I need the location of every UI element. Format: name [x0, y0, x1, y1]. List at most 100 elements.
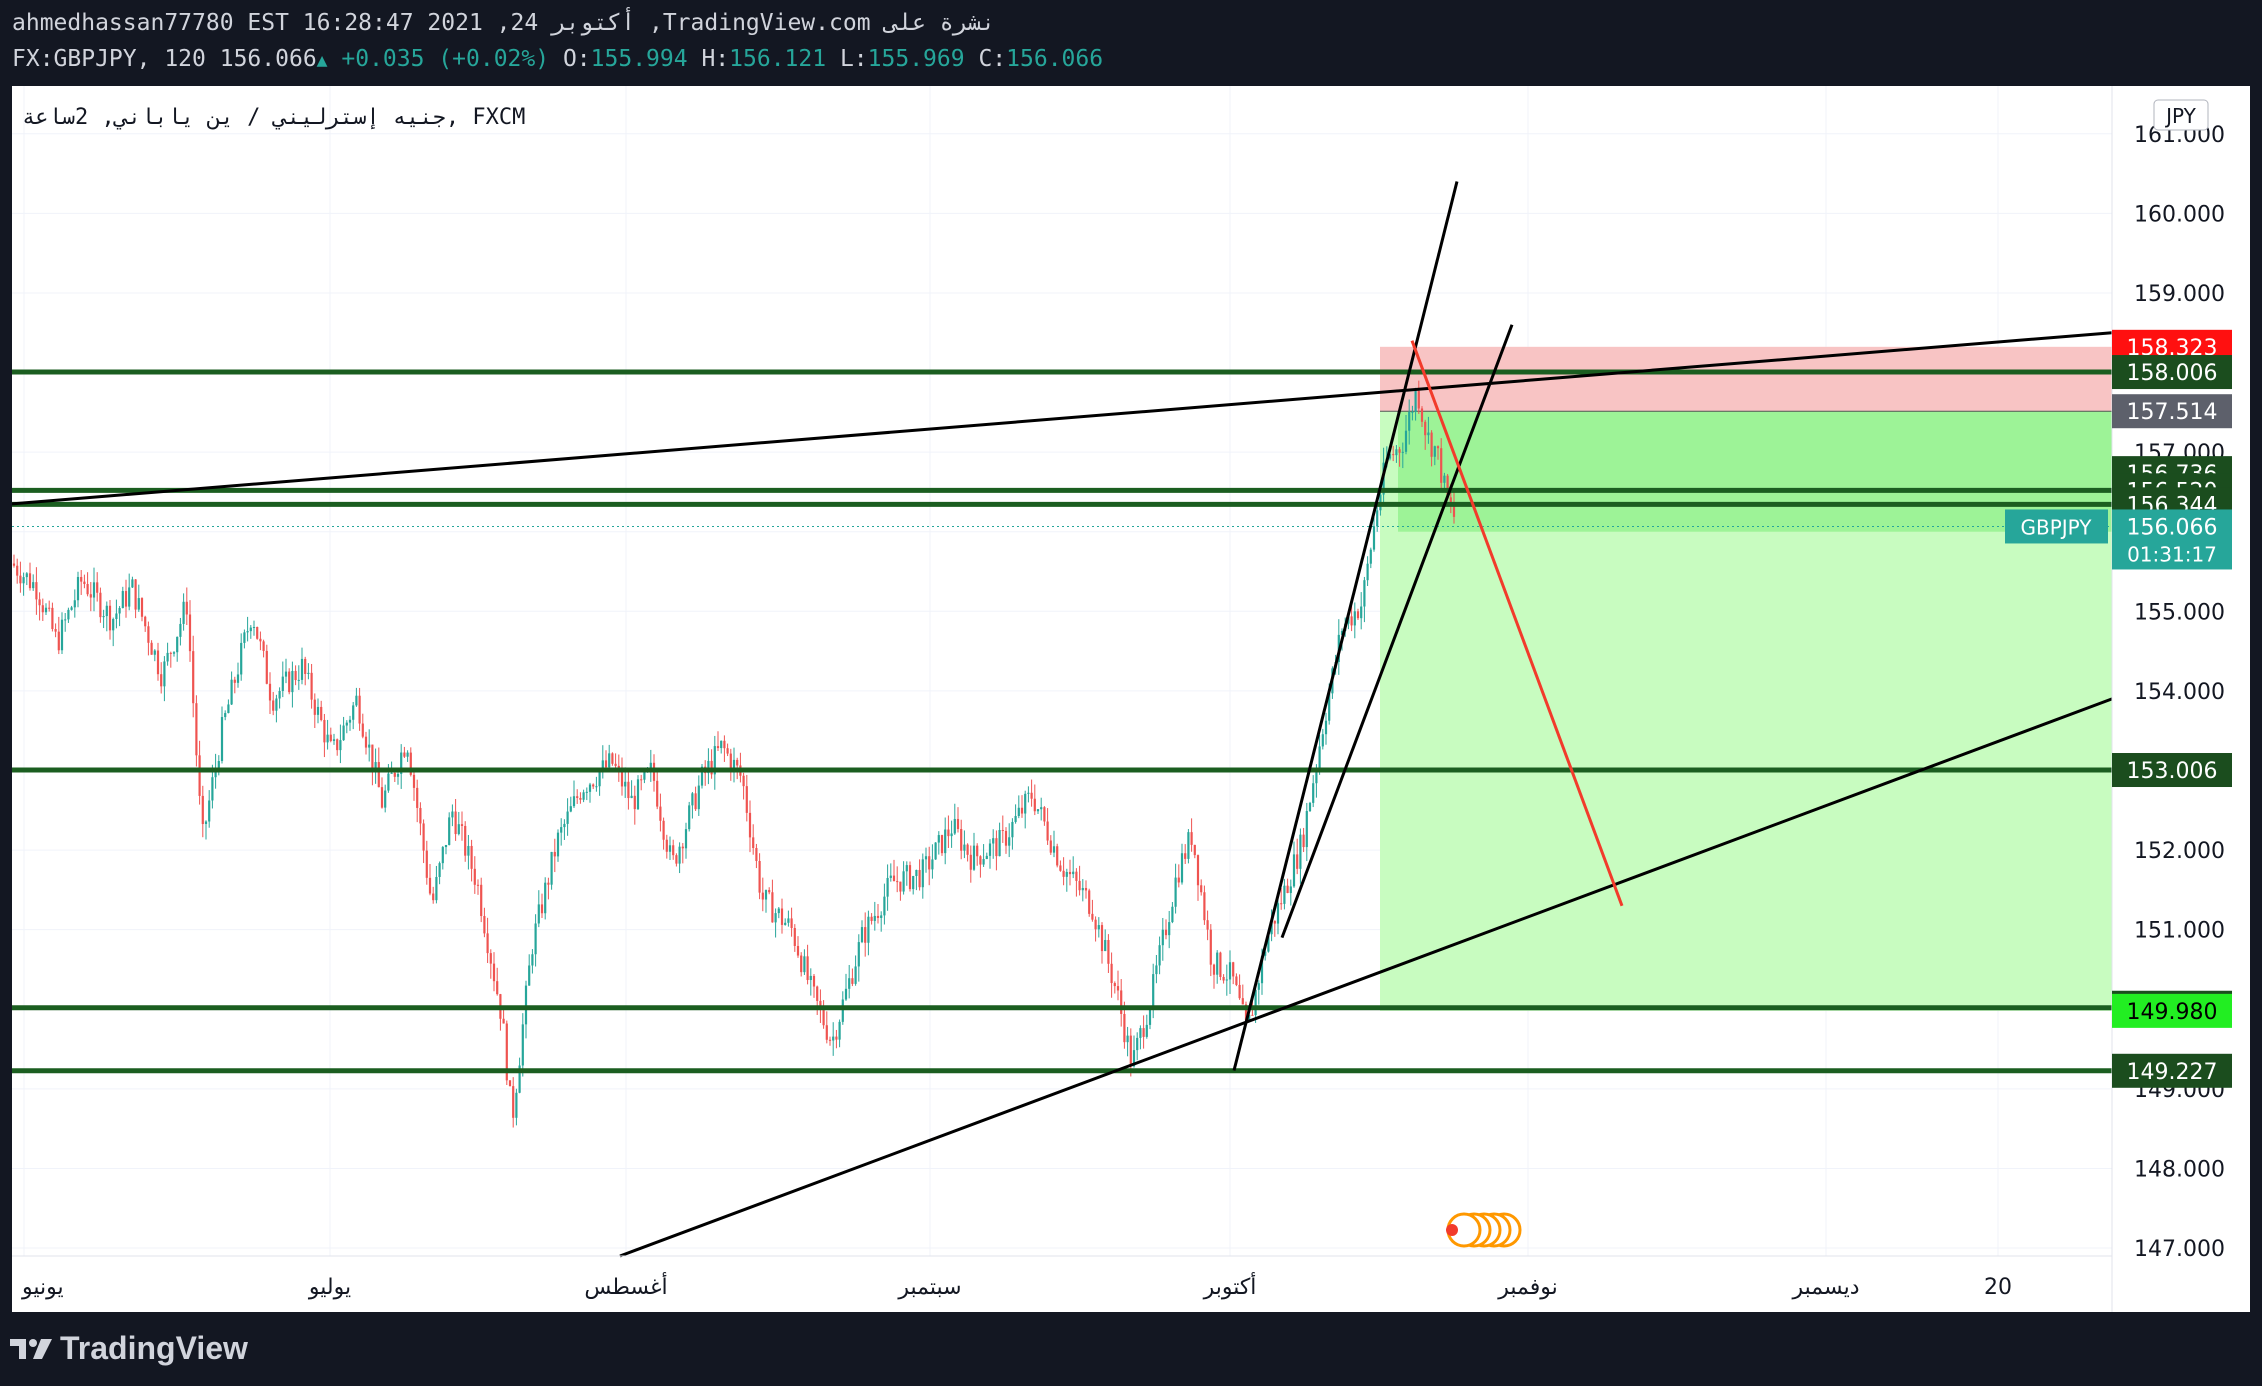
candle-body — [566, 811, 569, 824]
candle-body — [585, 791, 588, 793]
symbol-interval[interactable]: FX:GBPJPY, 120 — [12, 46, 206, 72]
candle-body — [220, 717, 224, 762]
candle-body — [441, 847, 444, 864]
candle-body — [1433, 446, 1436, 457]
candle-body — [1251, 1014, 1254, 1016]
candle-body — [985, 855, 988, 860]
candle-body — [230, 679, 233, 705]
candle-body — [720, 740, 723, 749]
high-value: 156.121 — [729, 46, 827, 72]
candle-body — [252, 627, 256, 629]
candle-body — [1315, 768, 1318, 784]
candle-body — [1171, 906, 1174, 923]
candle-body — [780, 908, 784, 925]
candle-body — [419, 807, 422, 824]
candle-body — [489, 953, 492, 964]
candle-body — [1401, 451, 1404, 453]
time-tick-label: نوفمبر — [1497, 1275, 1558, 1300]
candle-body — [368, 744, 371, 748]
candle-body — [828, 1039, 832, 1041]
candle-body — [160, 674, 163, 687]
price-label-box — [2112, 1053, 2232, 1088]
candle-body — [105, 605, 108, 617]
open-value: 155.994 — [590, 46, 688, 72]
candle-body — [233, 679, 236, 683]
candle-body — [947, 829, 950, 837]
low-value: 155.969 — [867, 46, 965, 72]
chart-canvas[interactable]: جنيه إسترليني / ين ياباني, 2ساعة, FXCM 14… — [12, 86, 2250, 1312]
candle-body — [1289, 886, 1292, 893]
candle-body — [1155, 965, 1158, 975]
candle-body — [1107, 939, 1110, 964]
candle-body — [1200, 885, 1203, 893]
candle-body — [275, 698, 278, 711]
candle-body — [812, 975, 816, 987]
symbol-tag-text: GBPJPY — [2020, 515, 2092, 539]
candle-body — [112, 618, 115, 631]
time-tick-label: أكتوبر — [1203, 1272, 1257, 1300]
candle-body — [1052, 846, 1056, 853]
candle-body — [505, 1023, 508, 1081]
candle-body — [633, 795, 636, 810]
candle-body — [966, 844, 969, 855]
candle-body — [924, 856, 928, 860]
candle-body — [563, 823, 566, 828]
candle-body — [1257, 983, 1260, 990]
candle-body — [1414, 390, 1417, 412]
candle-body — [67, 609, 70, 620]
candle-body — [902, 871, 905, 892]
candle-body — [588, 784, 592, 792]
candle-body — [128, 587, 131, 607]
candle-body — [307, 672, 310, 674]
candle-body — [44, 607, 48, 613]
price-tick-label: 148.000 — [2134, 1157, 2225, 1182]
candle-body — [393, 772, 396, 777]
candle-body — [348, 719, 352, 723]
candle-body — [880, 915, 883, 918]
candle-body — [659, 806, 662, 821]
candle-body — [1216, 952, 1219, 975]
candle-body — [908, 865, 912, 890]
candle-body — [1110, 963, 1113, 984]
candle-body — [502, 1018, 505, 1024]
candle-body — [243, 632, 246, 643]
candle-body — [1452, 503, 1456, 517]
candle-body — [332, 739, 336, 741]
candle-body — [662, 820, 665, 840]
candle-body — [1184, 853, 1187, 859]
candle-body — [1276, 903, 1280, 924]
low-label: L: — [839, 46, 868, 72]
candle-body — [1417, 390, 1420, 409]
candle-body — [1408, 411, 1411, 431]
candle-body — [758, 860, 761, 893]
candle-body — [713, 746, 716, 775]
candle-body — [1187, 832, 1190, 859]
candle-body — [1376, 510, 1379, 527]
chart-frame[interactable]: جنيه إسترليني / ين ياباني, 2ساعة, FXCM 14… — [12, 86, 2250, 1312]
candle-body — [467, 845, 470, 856]
candle-body — [147, 626, 150, 643]
candle-body — [803, 956, 806, 973]
candle-body — [1241, 998, 1244, 1005]
candle-body — [1014, 815, 1017, 822]
candle-body — [876, 915, 880, 918]
candle-body — [905, 865, 908, 872]
candle-body — [208, 800, 211, 822]
last-price: 156.066 — [219, 46, 317, 72]
candle-body — [825, 1025, 828, 1040]
close-value: 156.066 — [1006, 46, 1104, 72]
candle-body — [1036, 809, 1040, 812]
candle-body — [620, 768, 624, 787]
candle-body — [617, 765, 620, 769]
candle-body — [246, 631, 249, 633]
candle-body — [656, 780, 659, 807]
trend-line-5 — [1410, 340, 1624, 907]
candle-body — [486, 933, 489, 954]
candle-body — [854, 966, 857, 984]
candle-body — [428, 877, 432, 894]
price-label: 149.980 — [2112, 993, 2232, 1028]
candle-body — [1360, 606, 1363, 619]
candle-body — [294, 670, 297, 681]
candle-body — [531, 954, 534, 966]
candle-body — [1225, 979, 1228, 981]
